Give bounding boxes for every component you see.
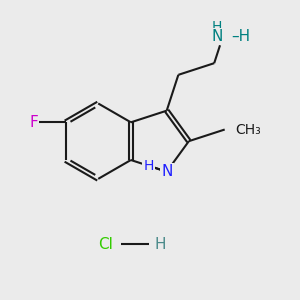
Text: N: N xyxy=(212,29,223,44)
Text: Cl: Cl xyxy=(98,237,113,252)
Text: H: H xyxy=(144,159,154,173)
Text: –H: –H xyxy=(231,29,250,44)
Text: H: H xyxy=(154,237,166,252)
Text: F: F xyxy=(29,115,38,130)
Text: CH₃: CH₃ xyxy=(235,122,261,136)
Text: N: N xyxy=(161,164,172,179)
Text: H: H xyxy=(212,20,222,34)
